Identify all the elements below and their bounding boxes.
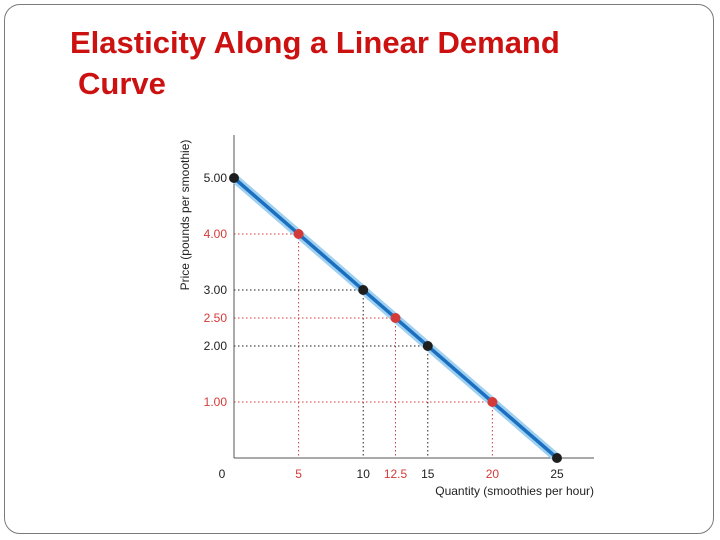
y-tick-label: 1.00 xyxy=(204,395,228,409)
data-points xyxy=(229,173,562,463)
x-tick-label: 12.5 xyxy=(384,467,408,481)
axes xyxy=(233,135,594,459)
data-point xyxy=(229,173,239,183)
x-tick-label: 20 xyxy=(486,467,500,481)
x-tick-label: 25 xyxy=(550,467,564,481)
y-tick-label: 5.00 xyxy=(204,171,228,185)
x-tick-label: 15 xyxy=(421,467,435,481)
highlighted-point xyxy=(487,397,498,407)
highlighted-point xyxy=(293,229,304,239)
y-tick-label: 2.50 xyxy=(204,311,228,325)
origin-label: 0 xyxy=(219,467,226,481)
data-point xyxy=(422,341,433,351)
slide-title: Elasticity Along a Linear Demand Curve xyxy=(70,22,670,104)
slide-title-line-1: Elasticity Along a Linear Demand xyxy=(70,25,560,60)
x-tick-label: 5 xyxy=(295,467,302,481)
y-tick-label: 4.00 xyxy=(204,227,228,241)
guide-lines xyxy=(234,233,493,458)
y-tick-label: 2.00 xyxy=(204,339,228,353)
slide-title-line-2: Curve xyxy=(78,66,166,101)
y-tick-label: 3.00 xyxy=(204,283,228,297)
x-axis-label: Quantity (smoothies per hour) xyxy=(435,484,594,498)
data-point xyxy=(358,285,369,295)
tick-labels: 5.00 4.00 3.00 2.50 2.00 1.00 5 10 12.5 15 20 25 xyxy=(204,171,564,481)
data-point xyxy=(552,453,562,463)
highlighted-point xyxy=(390,313,401,323)
slide-frame xyxy=(4,4,714,534)
y-axis-label: Price (pounds per smoothie) xyxy=(178,140,192,291)
x-tick-label: 10 xyxy=(357,467,371,481)
